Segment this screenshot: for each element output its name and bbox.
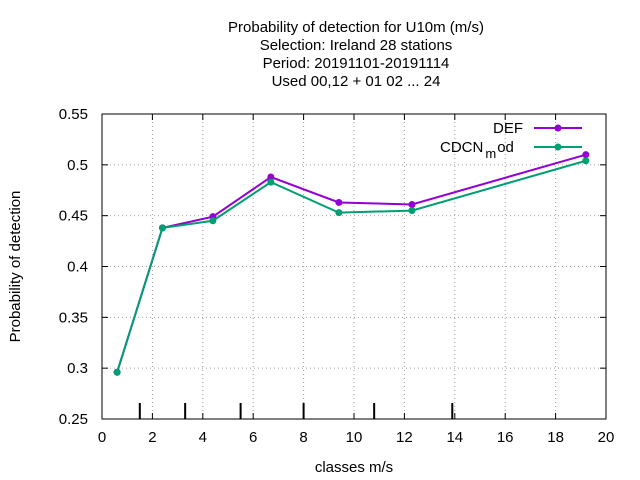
x-tick-label-9: 18 — [547, 429, 564, 446]
series-line-1 — [116, 159, 587, 373]
series-1-point-2 — [209, 217, 217, 225]
x-tick-label-10: 20 — [598, 429, 615, 446]
title-line-3: Used 00,12 + 01 02 ... 24 — [272, 73, 441, 90]
y-tick-label-4: 0.45 — [59, 208, 88, 225]
chart-title: Probability of detection for U10m (m/s)S… — [228, 19, 484, 90]
legend: DEF CDCN mod — [440, 120, 582, 161]
title-line-2: Period: 20191101-20191114 — [263, 55, 450, 72]
series-1-point-1 — [158, 224, 166, 232]
y-tick-label-1: 0.3 — [67, 360, 88, 377]
class-boundary-ticks — [138, 403, 454, 419]
legend-marker-cdcn — [554, 143, 562, 151]
series-0-point-5 — [408, 200, 416, 208]
legend-label-def: DEF — [493, 120, 523, 137]
legend-label-cdcn-sub: m — [485, 146, 496, 161]
legend-marker-def — [554, 124, 562, 132]
series-1-point-4 — [335, 209, 343, 217]
x-tick-label-2: 4 — [199, 429, 207, 446]
series-0-point-6 — [582, 151, 590, 159]
series-1-point-6 — [582, 157, 590, 165]
x-tick-label-8: 16 — [497, 429, 514, 446]
x-tick-label-0: 0 — [98, 429, 106, 446]
x-tick-label-3: 6 — [249, 429, 257, 446]
x-tick-label-4: 8 — [299, 429, 307, 446]
y-tick-label-0: 0.25 — [59, 411, 88, 428]
x-tick-label-5: 10 — [346, 429, 363, 446]
x-tick-label-7: 14 — [446, 429, 463, 446]
x-tick-label-6: 12 — [396, 429, 413, 446]
y-tick-label-5: 0.5 — [67, 157, 88, 174]
series-1-point-5 — [408, 207, 416, 215]
legend-label-cdcn: CDCN mod — [440, 139, 514, 161]
title-line-0: Probability of detection for U10m (m/s) — [228, 19, 484, 36]
x-axis-label: classes m/s — [315, 459, 393, 476]
series-0-point-4 — [335, 198, 343, 206]
axes: 0 2 4 6 8 10 12 14 16 18 20 0.25 0.3 0.35 0.4 0.45 0.5 0.… — [59, 106, 615, 446]
y-axis-label: Probability of detection — [7, 191, 24, 343]
series — [113, 151, 590, 376]
x-tick-label-1: 2 — [148, 429, 156, 446]
y-tick-label-3: 0.4 — [67, 259, 88, 276]
series-0-point-3 — [267, 173, 275, 181]
y-tick-label-6: 0.55 — [59, 106, 88, 123]
y-tick-label-2: 0.35 — [59, 309, 88, 326]
legend-label-cdcn-rest: od — [497, 139, 514, 156]
legend-label-cdcn-main: CDCN — [440, 139, 483, 156]
series-1-point-0 — [113, 368, 121, 376]
series-line-0 — [116, 153, 587, 373]
series-1-point-3 — [267, 178, 275, 186]
grid — [102, 114, 606, 419]
title-line-1: Selection: Ireland 28 stations — [260, 37, 453, 54]
